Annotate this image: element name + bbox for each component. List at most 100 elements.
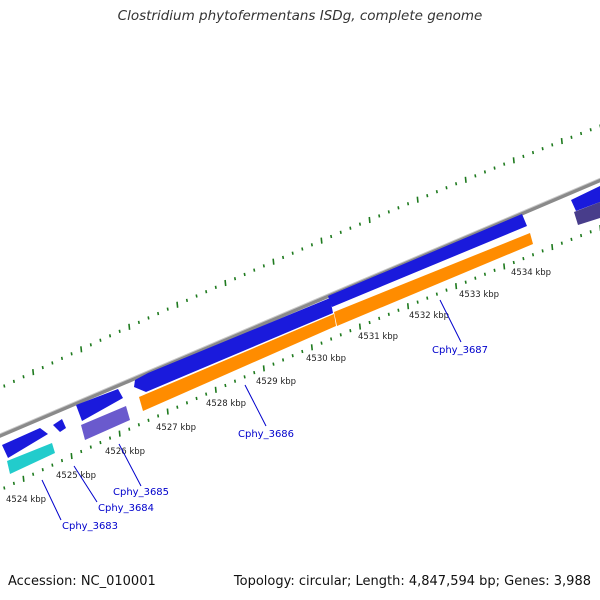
tick-mark [243,375,246,379]
gene-feature[interactable] [2,428,48,458]
tick-mark [330,337,333,341]
tick-mark [483,272,487,276]
tick-mark [589,128,592,132]
tick-mark [368,320,371,325]
tick-mark [503,263,506,270]
tick-mark [147,418,150,422]
tick-mark [301,247,304,251]
tick-mark [474,276,477,280]
tick-mark [541,249,544,253]
tick-mark [166,307,169,311]
tick-label: 4532 kbp [409,311,449,321]
tick-mark [176,301,179,308]
tick-mark [205,392,208,396]
accession-text: Accession: NC_010001 [8,574,156,589]
tick-mark [137,423,140,427]
tick-mark [195,396,198,401]
gene-feature[interactable] [574,202,600,225]
gene-label[interactable]: Cphy_3684 [98,503,154,514]
gene-feature[interactable] [53,419,66,432]
tick-mark [339,230,342,234]
tick-mark [137,320,140,325]
tick-mark [253,268,256,272]
tick-mark [330,234,333,239]
tick-mark [483,170,487,174]
tick-label: 4530 kbp [306,354,346,364]
tick-mark [291,354,294,358]
gene-feature[interactable] [134,298,333,392]
gene-label[interactable]: Cphy_3685 [113,487,169,498]
tick-mark [589,230,592,234]
tick-mark [387,210,390,214]
tick-mark [233,277,237,281]
tick-mark [426,194,429,198]
tick-mark [493,268,496,272]
tick-mark [214,386,217,393]
gene-feature[interactable] [334,233,533,326]
tick-mark [272,258,275,265]
tick-mark [60,458,64,463]
tick-label: 4534 kbp [511,268,551,278]
tick-mark [272,362,275,366]
tick-mark [12,481,15,486]
tick-mark [560,138,563,145]
tick-mark [108,436,112,440]
tick-mark [185,298,189,303]
tick-mark [70,452,73,460]
tick-mark [60,356,64,361]
tick-mark [368,216,371,224]
genome-backbone [0,178,600,438]
tick-mark [118,430,121,437]
tick-mark [41,365,44,370]
inner-tick-track [3,225,600,490]
tick-mark [281,255,285,260]
gene-leader-line [118,443,142,487]
tick-mark [416,300,419,304]
gene-label[interactable]: Cphy_3686 [238,429,294,440]
tick-mark [3,486,6,490]
tick-mark [531,253,535,257]
tick-label: 4529 kbp [256,377,296,387]
forward-strand-genes [2,186,600,458]
tick-labels: 4524 kbp 4525 kbp 4526 kbp 4527 kbp 4528 kbp… [6,268,551,505]
tick-label: 4531 kbp [358,332,398,342]
gene-feature[interactable] [139,314,336,411]
tick-mark [224,279,227,287]
tick-mark [281,358,285,362]
tick-mark [262,264,265,268]
reverse-strand-genes [7,202,600,474]
tick-mark [166,408,169,415]
gene-feature[interactable] [571,186,600,211]
tick-mark [387,312,390,316]
tick-mark [3,384,6,388]
map-title: Clostridium phytofermentans ISDg, comple… [117,8,483,24]
gene-feature[interactable] [7,443,55,474]
tick-mark [579,131,583,136]
tick-mark [176,405,179,409]
tick-mark [185,401,189,405]
tick-mark [89,445,92,449]
gene-label[interactable]: Cphy_3683 [62,521,118,532]
tick-mark [118,329,121,333]
gene-feature[interactable] [328,214,527,307]
tick-mark [12,379,15,384]
gene-feature[interactable] [81,406,130,440]
tick-mark [291,251,294,255]
tick-mark [474,174,477,178]
tick-mark [445,288,448,292]
tick-mark [455,283,458,290]
tick-mark [358,323,362,330]
gene-feature[interactable] [76,389,123,421]
tick-mark [560,241,563,245]
tick-mark [349,226,352,230]
tick-mark [358,222,362,226]
tick-mark [310,344,314,351]
tick-mark [41,467,44,472]
backbone-highlight [0,177,600,435]
tick-mark [378,316,381,321]
tick-mark [128,427,131,431]
gene-label[interactable]: Cphy_3687 [432,345,488,356]
tick-mark [455,182,458,186]
outer-tick-track [3,124,600,388]
